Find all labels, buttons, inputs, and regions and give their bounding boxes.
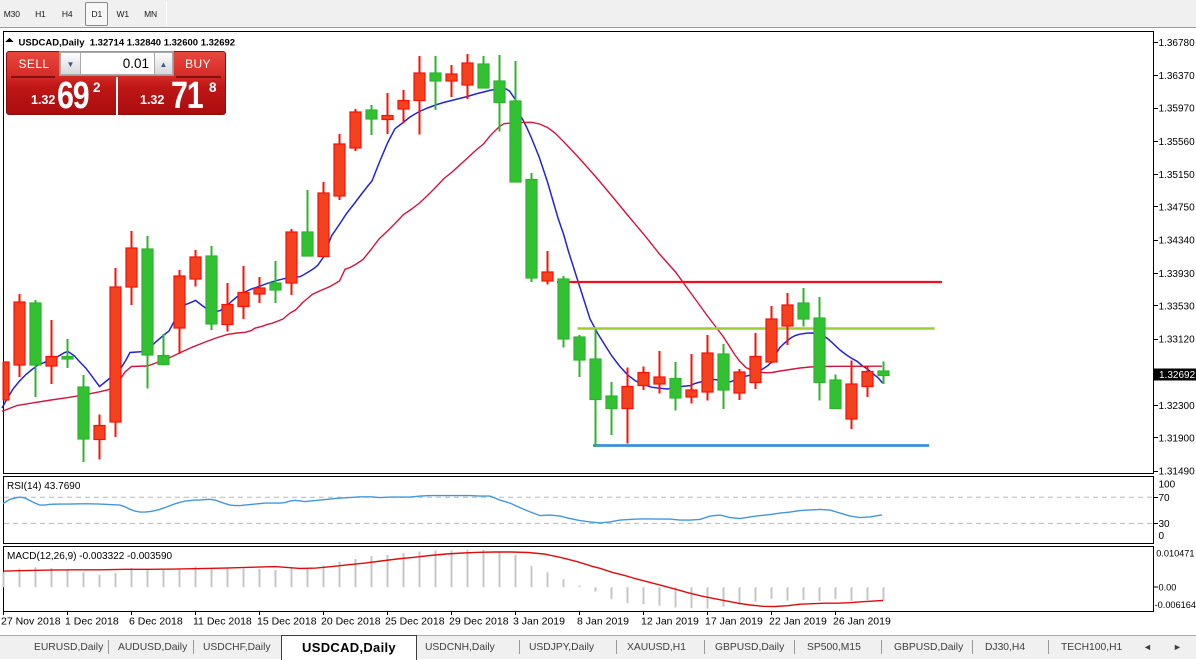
- svg-text:1.34340: 1.34340: [1159, 236, 1196, 247]
- svg-text:1.33530: 1.33530: [1159, 301, 1196, 312]
- svg-text:29 Dec 2018: 29 Dec 2018: [449, 616, 509, 628]
- svg-text:70: 70: [1159, 493, 1171, 504]
- svg-text:27 Nov 2018: 27 Nov 2018: [1, 616, 61, 628]
- svg-text:1.33120: 1.33120: [1159, 335, 1196, 346]
- svg-text:1.36780: 1.36780: [1159, 38, 1196, 49]
- svg-text:1.36370: 1.36370: [1159, 71, 1196, 82]
- svg-text:6 Dec 2018: 6 Dec 2018: [129, 616, 183, 628]
- svg-text:12 Jan 2019: 12 Jan 2019: [641, 616, 699, 628]
- svg-text:0: 0: [1159, 531, 1165, 542]
- svg-text:1.31900: 1.31900: [1159, 433, 1196, 444]
- svg-text:22 Jan 2019: 22 Jan 2019: [769, 616, 827, 628]
- svg-text:1 Dec 2018: 1 Dec 2018: [65, 616, 119, 628]
- svg-text:1.35970: 1.35970: [1159, 104, 1196, 115]
- svg-text:17 Jan 2019: 17 Jan 2019: [705, 616, 763, 628]
- svg-text:26 Jan 2019: 26 Jan 2019: [833, 616, 891, 628]
- svg-text:0.010471: 0.010471: [1156, 548, 1194, 558]
- svg-text:-0.006164: -0.006164: [1155, 600, 1196, 610]
- svg-text:1.31490: 1.31490: [1159, 467, 1196, 478]
- svg-text:MACD(12,26,9) -0.003322 -0.003: MACD(12,26,9) -0.003322 -0.003590: [7, 551, 173, 562]
- svg-text:1.35150: 1.35150: [1159, 170, 1196, 181]
- svg-text:0.00: 0.00: [1159, 583, 1177, 593]
- svg-text:1.33930: 1.33930: [1159, 269, 1196, 280]
- svg-text:USDCAD,Daily 1.32714 1.32840: USDCAD,Daily 1.32714 1.32840 1.32600 1.3…: [19, 38, 236, 49]
- svg-text:3 Jan 2019: 3 Jan 2019: [513, 616, 565, 628]
- svg-text:1.32300: 1.32300: [1159, 401, 1196, 412]
- svg-text:8 Jan 2019: 8 Jan 2019: [577, 616, 629, 628]
- svg-text:RSI(14) 43.7690: RSI(14) 43.7690: [7, 481, 81, 492]
- svg-text:15 Dec 2018: 15 Dec 2018: [257, 616, 317, 628]
- svg-text:20 Dec 2018: 20 Dec 2018: [321, 616, 381, 628]
- svg-text:30: 30: [1159, 519, 1171, 530]
- svg-text:1.34750: 1.34750: [1159, 202, 1196, 213]
- svg-text:100: 100: [1159, 480, 1176, 491]
- svg-text:11 Dec 2018: 11 Dec 2018: [193, 616, 252, 628]
- svg-text:1.32692: 1.32692: [1159, 370, 1196, 381]
- svg-text:25 Dec 2018: 25 Dec 2018: [385, 616, 445, 628]
- svg-text:1.35560: 1.35560: [1159, 137, 1196, 148]
